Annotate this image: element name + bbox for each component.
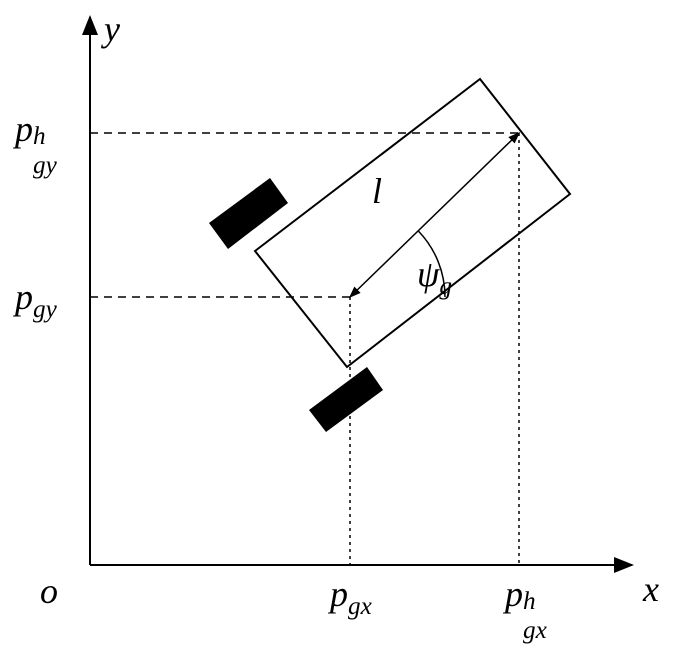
pgx-h-label: phgx	[505, 573, 555, 615]
pgy-h-label: phgy	[15, 108, 65, 150]
x-axis-label: x	[643, 568, 659, 610]
pgx-label: pgx	[330, 573, 372, 621]
pgy-label: pgy	[15, 276, 57, 324]
coordinate-diagram	[0, 0, 678, 631]
psi-g-label: ψg	[417, 253, 452, 301]
y-axis-label: y	[104, 8, 120, 50]
l-label: l	[372, 170, 382, 212]
origin-label: o	[40, 570, 58, 612]
